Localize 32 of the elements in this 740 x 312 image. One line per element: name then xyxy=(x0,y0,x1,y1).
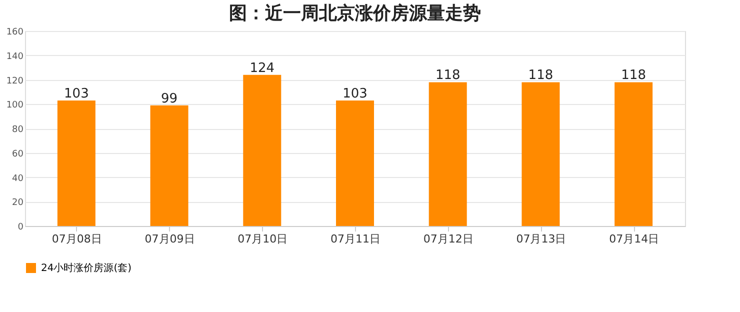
y-tick-label: 100 xyxy=(6,100,24,111)
bar xyxy=(150,105,188,226)
y-tick-label: 60 xyxy=(12,149,24,160)
data-label: 99 xyxy=(161,91,178,106)
y-tick-label: 40 xyxy=(12,174,24,184)
y-tick-label: 120 xyxy=(6,76,24,86)
x-tick-label: 07月09日 xyxy=(144,232,195,246)
y-tick-label: 80 xyxy=(12,125,24,135)
y-tick-label: 140 xyxy=(6,52,24,62)
y-tick-label: 160 xyxy=(6,28,24,38)
bar xyxy=(522,82,560,226)
y-tick-label: 0 xyxy=(18,222,24,232)
chart-title: 图：近一周北京涨价房源量走势 xyxy=(229,3,481,24)
bar xyxy=(614,82,653,226)
x-tick-label: 07月11日 xyxy=(330,232,380,246)
bar xyxy=(243,74,282,226)
x-tick-label: 07月10日 xyxy=(238,232,288,246)
x-tick-label: 07月14日 xyxy=(609,232,660,246)
data-label: 118 xyxy=(621,68,646,84)
bar xyxy=(428,82,467,226)
data-label: 118 xyxy=(528,68,554,84)
data-label: 103 xyxy=(64,86,89,102)
x-tick-label: 07月12日 xyxy=(423,232,474,246)
bar xyxy=(57,100,96,226)
x-tick-label: 07月08日 xyxy=(52,232,102,246)
x-tick-label: 07月13日 xyxy=(516,232,566,246)
y-tick-label: 20 xyxy=(12,198,24,208)
data-label: 124 xyxy=(250,60,275,76)
data-label: 103 xyxy=(342,86,368,102)
bar xyxy=(336,100,374,226)
legend-label: 24小时涨价房源(套) xyxy=(41,262,132,274)
data-label: 118 xyxy=(435,68,460,84)
